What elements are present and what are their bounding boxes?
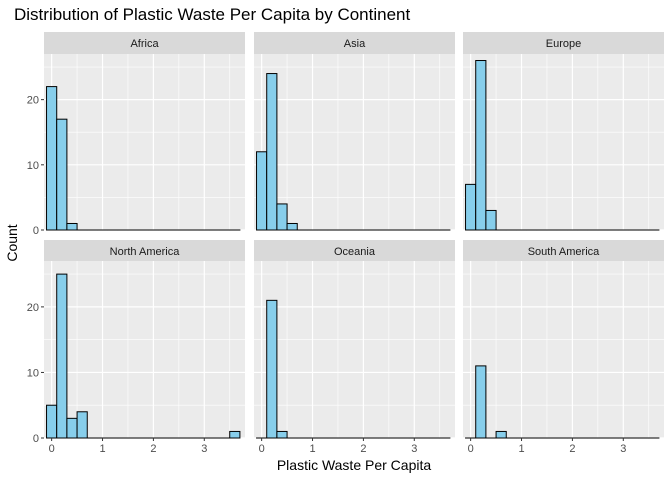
facet-strip (44, 32, 245, 54)
histogram-bar (229, 430, 241, 439)
facet-label: South America (528, 246, 600, 258)
x-tick-label: 1 (309, 443, 315, 455)
histogram-bar (266, 299, 278, 439)
histogram-bar (475, 60, 487, 231)
x-tick-label: 1 (518, 443, 524, 455)
histogram-bar (276, 430, 288, 439)
histogram-bar (46, 86, 58, 231)
histogram-bar (276, 203, 288, 231)
facet-label: Africa (130, 38, 159, 50)
facet-label: North America (110, 246, 181, 258)
y-tick-label: 0 (33, 225, 39, 237)
panel-background (463, 261, 664, 438)
facet-south-america: South America 0 1 2 3 (463, 240, 664, 455)
histogram-bar (485, 209, 497, 231)
panel-background (254, 261, 455, 438)
x-tick-label: 3 (620, 443, 626, 455)
histogram-bar (66, 417, 78, 439)
histogram-bar (76, 411, 88, 439)
x-tick-label: 0 (259, 443, 265, 455)
panel-background (44, 54, 245, 230)
x-tick-label: 0 (49, 443, 55, 455)
facet-label: Asia (344, 38, 366, 50)
histogram-bar (56, 273, 68, 439)
x-tick-label: 3 (201, 443, 207, 455)
facet-strip (463, 240, 664, 262)
panel-background (463, 54, 664, 230)
histogram-bar (266, 73, 278, 231)
y-tick-label: 0 (33, 433, 39, 445)
x-tick-label: 0 (468, 443, 474, 455)
facet-north-america: North America 0 10 20 0 1 2 3 (27, 240, 245, 455)
panel-background (254, 54, 455, 230)
facet-europe: Europe (463, 32, 664, 231)
y-tick-label: 10 (27, 160, 39, 172)
x-axis-title: Plastic Waste Per Capita (277, 457, 432, 473)
facet-strip (254, 32, 455, 54)
facet-label: Europe (546, 38, 581, 50)
histogram-bar (66, 222, 78, 231)
facet-asia: Asia (254, 32, 455, 231)
panel-background (44, 261, 245, 438)
y-tick-label: 20 (27, 302, 39, 314)
histogram-bar (475, 365, 487, 439)
histogram-bar (286, 222, 298, 231)
x-tick-label: 1 (99, 443, 105, 455)
chart-title: Distribution of Plastic Waste Per Capita… (14, 5, 410, 24)
x-tick-label: 2 (360, 443, 366, 455)
x-tick-label: 3 (411, 443, 417, 455)
y-tick-label: 20 (27, 95, 39, 107)
x-tick-label: 2 (150, 443, 156, 455)
histogram-bar (46, 404, 58, 439)
x-tick-label: 2 (569, 443, 575, 455)
histogram-bar (256, 151, 268, 231)
y-tick-label: 10 (27, 367, 39, 379)
facet-label: Oceania (334, 246, 376, 258)
facet-africa: Africa 0 10 20 (27, 32, 245, 237)
histogram-bar (465, 183, 477, 231)
histogram-bar (56, 118, 68, 231)
y-axis-title: Count (4, 224, 20, 261)
facet-oceania: Oceania 0 1 2 3 (254, 240, 455, 455)
facet-strip (254, 240, 455, 262)
histogram-bar (495, 430, 507, 439)
facet-strip (463, 32, 664, 54)
facet-strip (44, 240, 245, 262)
